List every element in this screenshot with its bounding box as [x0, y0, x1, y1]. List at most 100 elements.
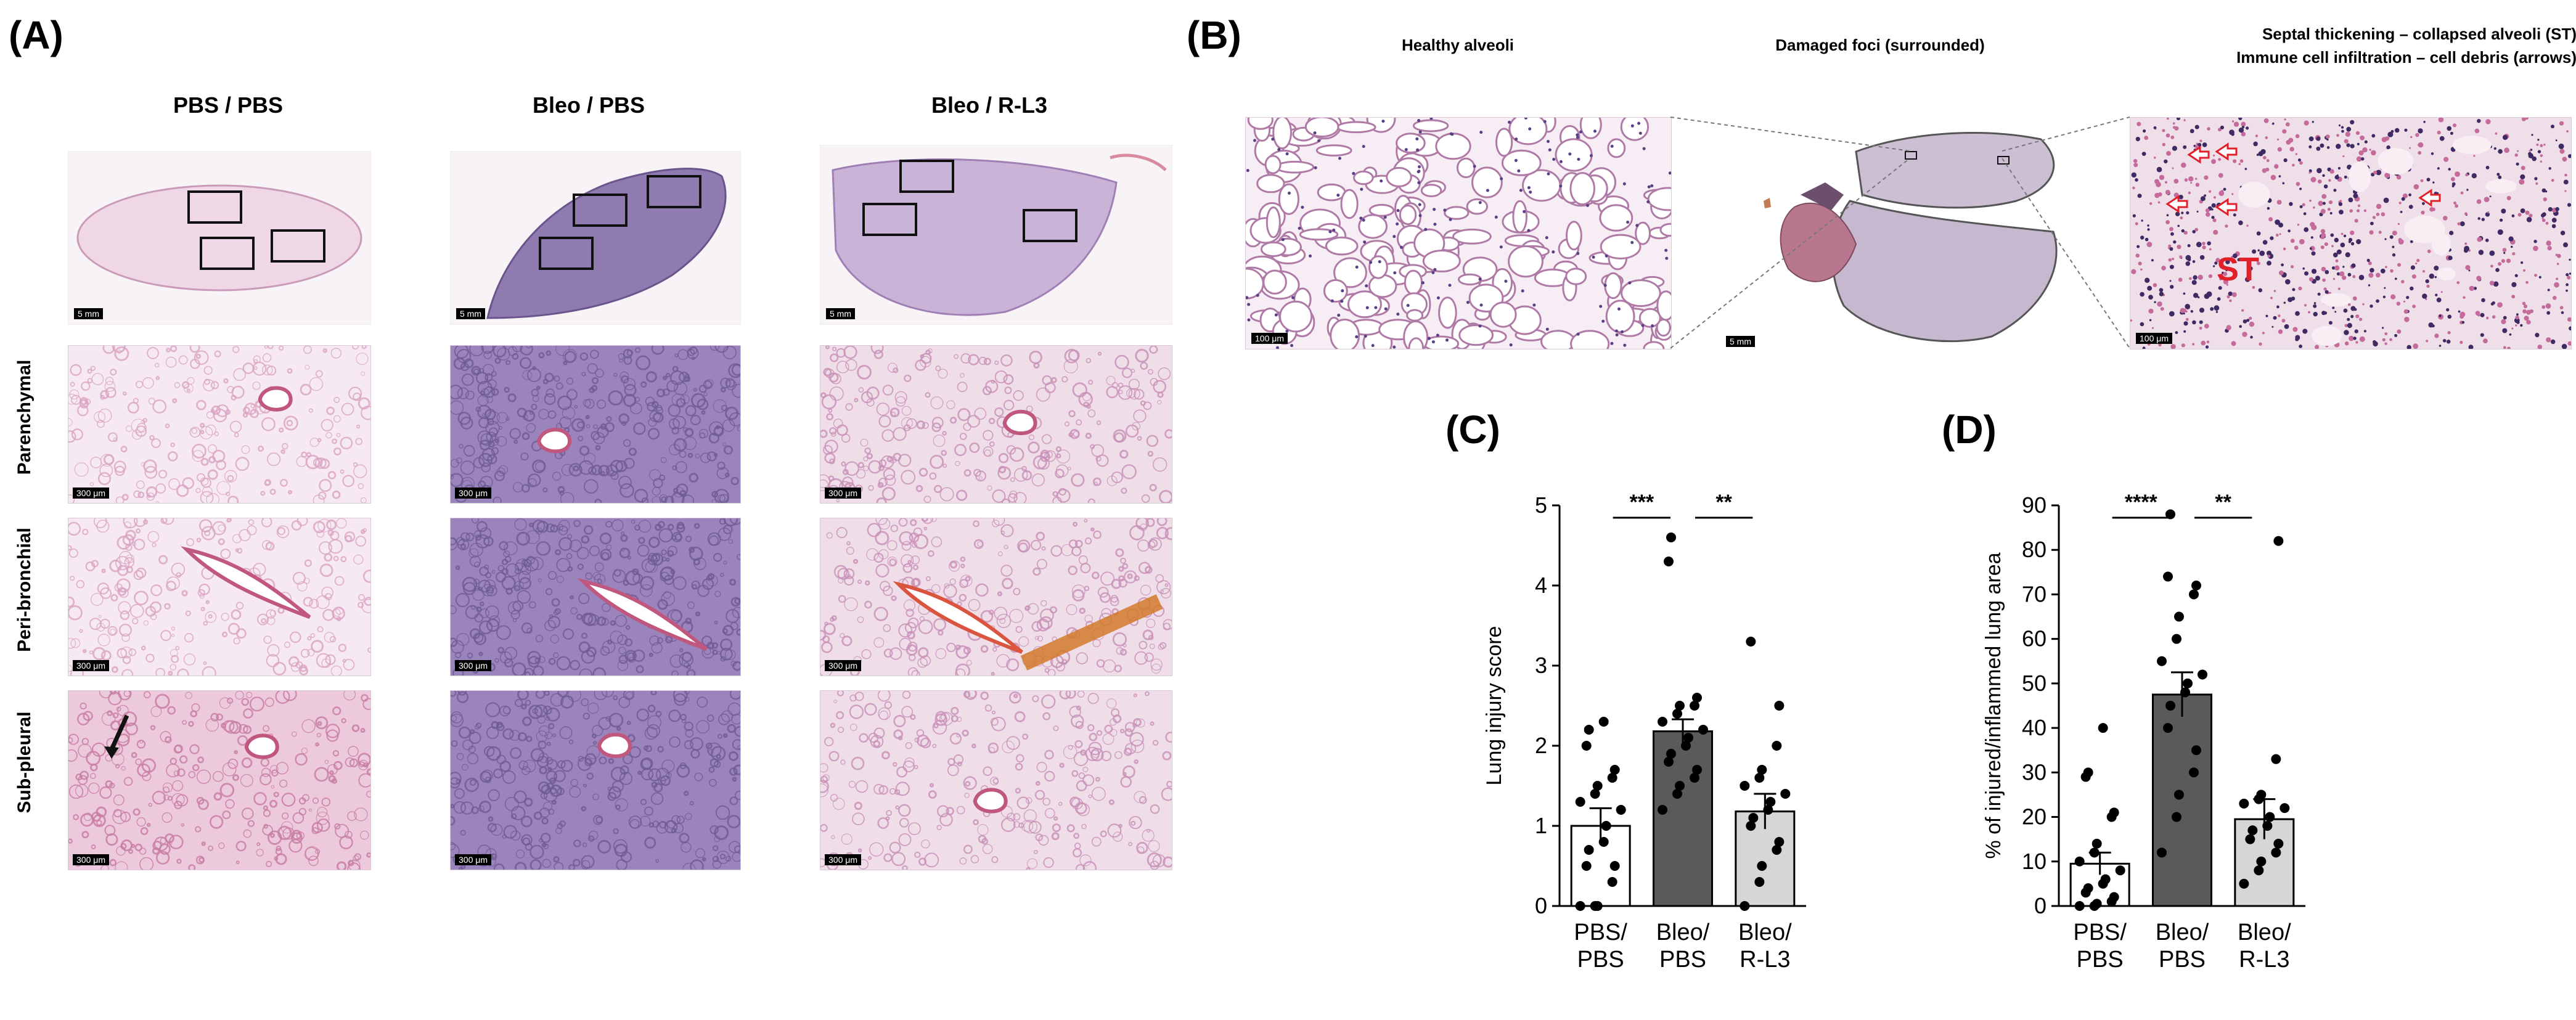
data-point [1780, 789, 1791, 799]
data-point [2183, 678, 2193, 688]
debris-arrow-icon [2165, 195, 2188, 213]
chart-d-svg: 0 10 20 30 40 50 60 70 80 90 % of injured/inflamme… [1982, 491, 2305, 973]
chart-c: 0 1 2 3 4 5 Lung injury score PBS/PBS Bleo/PBS Bl… [1467, 481, 1837, 1014]
data-point [2174, 789, 2184, 800]
data-point [2165, 701, 2175, 711]
data-point [2271, 754, 2281, 764]
scalebar-detail-r3-c1: 300 μm [73, 854, 109, 865]
data-point [2265, 812, 2275, 822]
data-point [2189, 767, 2199, 778]
tissue-tile-r1-c1 [68, 345, 371, 504]
significance-label: ** [1715, 491, 1732, 514]
data-point [2247, 825, 2258, 836]
data-point [1748, 813, 1759, 823]
tissue-tile-r3-c1 [68, 690, 371, 870]
y-tick-label: 90 [2022, 492, 2046, 518]
panel-b-label: (B) [1187, 13, 1241, 57]
data-point [1692, 693, 1702, 703]
data-point [1658, 717, 1667, 727]
scalebar-healthy: 100 μm [1251, 333, 1288, 344]
y-tick-label: 40 [2022, 715, 2046, 740]
tissue-tile-r3-c2 [450, 690, 741, 870]
data-point [1666, 749, 1676, 759]
data-point [1774, 701, 1785, 711]
data-point [1584, 725, 1594, 735]
data-point [2239, 878, 2249, 889]
scalebar-damaged: 5 mm [1726, 336, 1755, 347]
scalebar-overview-2: 5 mm [456, 308, 485, 319]
data-point [1672, 789, 1682, 799]
data-point [1598, 717, 1609, 727]
data-point [1774, 837, 1785, 847]
category-label: Bleo/ [1738, 920, 1792, 945]
data-point [2091, 899, 2102, 909]
data-point [1664, 557, 1674, 566]
data-point [1581, 861, 1592, 871]
scalebar-detail-r2-c1: 300 μm [73, 660, 109, 671]
tissue-tile-r1-c3 [820, 345, 1172, 504]
panel-d-label: (D) [1942, 407, 1997, 452]
data-point [1672, 709, 1682, 719]
data-point [1664, 757, 1674, 767]
y-tick-label: 5 [1535, 492, 1547, 518]
data-point [2098, 723, 2108, 733]
data-point [1607, 773, 1617, 783]
debris-arrow-icon [2215, 198, 2238, 216]
y-tick-label: 4 [1535, 573, 1547, 598]
data-point [2198, 669, 2207, 680]
data-point [1616, 805, 1626, 815]
title-septal-line1: Septal thickening – collapsed alveoli (S… [2262, 25, 2576, 43]
category-label: Bleo/ [2238, 920, 2291, 945]
data-point [2191, 745, 2201, 756]
y-tick-label: 3 [1535, 653, 1547, 678]
data-point [2273, 838, 2284, 849]
st-label: ST [2217, 251, 2260, 288]
column-title-bleo-rl3: Bleo / R-L3 [931, 92, 1047, 118]
scalebar-detail-r3-c3: 300 μm [825, 854, 861, 865]
data-point [1666, 532, 1676, 542]
category-label: Bleo/ [1656, 920, 1710, 945]
image-septal-thickening: ST [2130, 117, 2572, 349]
data-point [1575, 901, 1585, 911]
data-point [2256, 856, 2267, 867]
data-point [1740, 781, 1750, 791]
chart-d: 0 10 20 30 40 50 60 70 80 90 % of injured/inflamme… [1966, 481, 2336, 1014]
significance-label: ** [2215, 491, 2231, 514]
title-septal-line2: Immune cell infiltration – cell debris (… [2236, 48, 2576, 67]
data-point [1598, 837, 1609, 847]
data-point [2280, 803, 2290, 814]
y-axis-label: % of injured/inflammed lung area [1982, 552, 2005, 859]
data-point [1590, 789, 1600, 799]
data-point [2091, 838, 2102, 849]
panel-a-label: (A) [9, 13, 63, 57]
data-point [1607, 877, 1617, 887]
y-tick-label: 50 [2022, 671, 2046, 696]
bar-2 [2152, 693, 2212, 907]
scalebar-overview-3: 5 mm [826, 308, 855, 319]
data-point [1763, 805, 1773, 815]
scalebar-detail-r1-c1: 300 μm [73, 488, 109, 499]
data-point [2074, 856, 2085, 867]
y-tick-label: 60 [2022, 626, 2046, 651]
data-point [2163, 723, 2173, 733]
data-point [1754, 877, 1765, 887]
data-point [2256, 789, 2267, 800]
data-point [2239, 798, 2249, 809]
category-label: R-L3 [1740, 947, 1790, 973]
y-tick-label: 0 [1535, 893, 1547, 918]
column-title-pbs-pbs: PBS / PBS [173, 92, 284, 118]
data-point [2165, 509, 2175, 520]
data-point [2262, 821, 2273, 831]
data-point [1683, 733, 1693, 743]
y-tick-label: 80 [2022, 537, 2046, 562]
overview-pbs-pbs [68, 151, 371, 325]
category-label: PBS [2159, 947, 2206, 973]
data-point [1575, 797, 1585, 807]
panel-c-label: (C) [1445, 407, 1500, 452]
data-point [2271, 847, 2281, 858]
overview-bleo-pbs [450, 151, 741, 325]
data-point [1754, 773, 1765, 783]
category-label: PBS [1659, 947, 1706, 973]
data-point [1692, 765, 1702, 775]
significance-label: *** [1629, 491, 1654, 514]
